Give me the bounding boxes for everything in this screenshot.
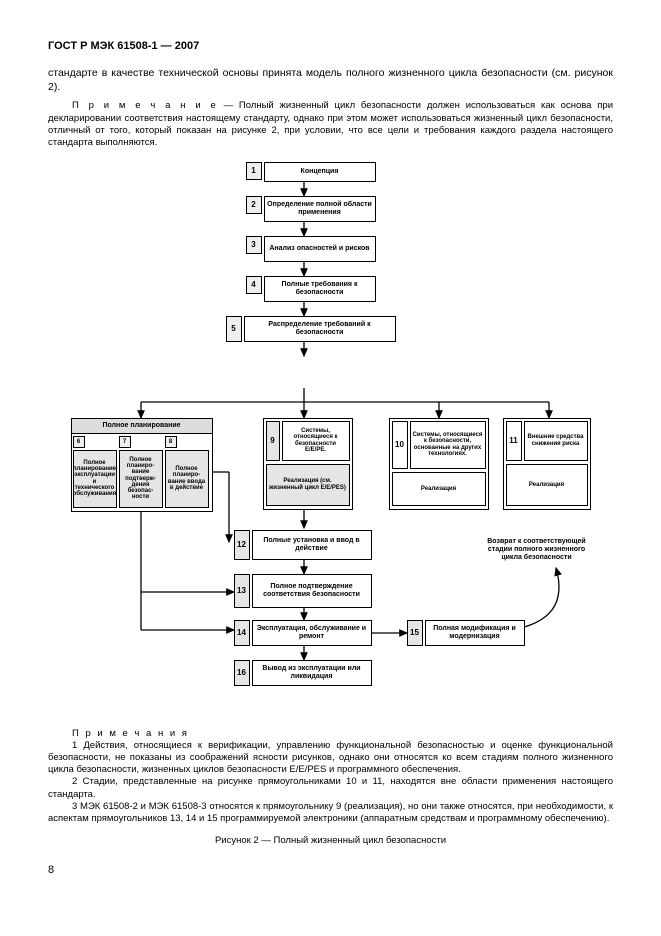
note-label: П р и м е ч а н и е bbox=[72, 100, 218, 111]
num-13: 13 bbox=[234, 574, 250, 608]
box-plan-op: Полное планирование эксплуатации и техни… bbox=[73, 450, 117, 508]
intro-paragraph: стандарте в качестве технической основы … bbox=[48, 66, 613, 94]
num-10: 10 bbox=[392, 421, 408, 469]
num-14: 14 bbox=[234, 620, 250, 646]
num-15: 15 bbox=[407, 620, 423, 646]
notes-3: 3 МЭК 61508-2 и МЭК 61508-3 относятся к … bbox=[48, 801, 613, 825]
box-9a: Системы, относящиеся к безопасности E/E/… bbox=[282, 421, 350, 461]
box-scope: Определение полной области применения bbox=[264, 196, 376, 222]
page-number: 8 bbox=[48, 864, 613, 876]
box-9b: Реализация (см. жизненный цикл E/E/PES) bbox=[266, 464, 350, 506]
notes-heading: П р и м е ч а н и я bbox=[72, 728, 613, 740]
num-1: 1 bbox=[246, 162, 262, 180]
box-10b: Реализация bbox=[392, 472, 486, 506]
box-decomm: Вывод из эксплуатации или ликвидация bbox=[252, 660, 372, 686]
figure-caption: Рисунок 2 — Полный жизненный цикл безопа… bbox=[48, 835, 613, 846]
box-plan-valid: Полное планиро-вание подтверж-дения безо… bbox=[119, 450, 163, 508]
box-install: Полные установка и ввод в действие bbox=[252, 530, 372, 560]
box-valid: Полное подтверждение соответствия безопа… bbox=[252, 574, 372, 608]
page: ГОСТ Р МЭК 61508-1 — 2007 стандарте в ка… bbox=[0, 0, 661, 906]
box-reqs: Полные требования к безопасности bbox=[264, 276, 376, 302]
num-8: 8 bbox=[165, 436, 177, 448]
num-5: 5 bbox=[226, 316, 242, 342]
box-modify: Полная модификация и модернизация bbox=[425, 620, 525, 646]
box-plan-install: Полное планиро-вание ввода в действие bbox=[165, 450, 209, 508]
lifecycle-diagram: 1 Концепция 2 Определение полной области… bbox=[71, 160, 591, 720]
doc-header: ГОСТ Р МЭК 61508-1 — 2007 bbox=[48, 40, 613, 52]
notes-1: 1 Действия, относящиеся к верификации, у… bbox=[48, 740, 613, 776]
num-2: 2 bbox=[246, 196, 262, 214]
box-alloc: Распределение требований к безопасности bbox=[244, 316, 396, 342]
num-12: 12 bbox=[234, 530, 250, 560]
return-label: Возврат к соответствующей стадии полного… bbox=[483, 538, 591, 562]
box-10a: Системы, относящиеся к безопасности, осн… bbox=[410, 421, 486, 469]
num-7: 7 bbox=[119, 436, 131, 448]
num-6: 6 bbox=[73, 436, 85, 448]
box-hazard: Анализ опасностей и рисков bbox=[264, 236, 376, 262]
box-11b: Реализация bbox=[506, 464, 588, 506]
num-11: 11 bbox=[506, 421, 522, 461]
note-paragraph: П р и м е ч а н и е — Полный жизненный ц… bbox=[48, 100, 613, 149]
box-operate: Эксплуатация, обслуживание и ремонт bbox=[252, 620, 372, 646]
notes-block: П р и м е ч а н и я 1 Действия, относящи… bbox=[48, 728, 613, 825]
num-4: 4 bbox=[246, 276, 262, 294]
notes-2: 2 Стадии, представленные на рисунке прям… bbox=[48, 776, 613, 800]
num-3: 3 bbox=[246, 236, 262, 254]
box-concept: Концепция bbox=[264, 162, 376, 182]
box-11a: Внешние средства снижения риска bbox=[524, 421, 588, 461]
num-16: 16 bbox=[234, 660, 250, 686]
num-9: 9 bbox=[266, 421, 280, 461]
group-planning-title: Полное планирование bbox=[71, 418, 213, 434]
